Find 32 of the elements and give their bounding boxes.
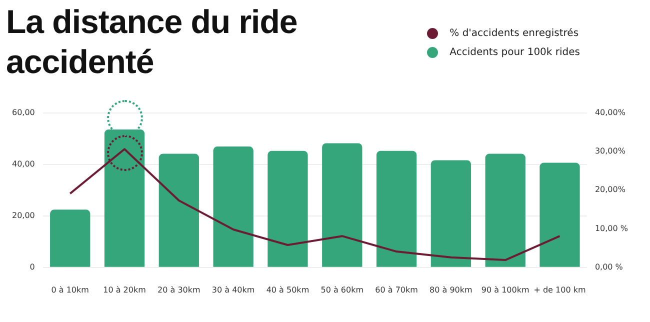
y2-tick-label: 20,00% xyxy=(594,185,626,194)
y-tick-label: 40,00 xyxy=(12,159,35,168)
x-tick-label: 0 à 10km xyxy=(51,285,90,294)
x-tick-label: 60 à 70km xyxy=(375,285,418,294)
bar xyxy=(268,150,308,267)
bar xyxy=(104,130,145,267)
y2-tick-label: 30,00% xyxy=(594,146,626,156)
x-tick-label: + de 100 km xyxy=(534,285,586,294)
y-tick-label: 0 xyxy=(30,262,35,272)
bar xyxy=(213,146,254,267)
x-tick-label: 90 à 100km xyxy=(481,285,530,294)
bar xyxy=(540,162,580,267)
chart-title: La distance du ride accidenté xyxy=(6,2,298,82)
y2-tick-label: 40,00% xyxy=(594,108,626,117)
y2-tick-label: 10,00 % xyxy=(594,224,628,233)
bar xyxy=(322,143,362,267)
y2-tick-label: 0,00 % xyxy=(594,262,624,272)
legend-label: Accidents pour 100k rides xyxy=(450,47,580,58)
bar xyxy=(430,160,472,267)
x-tick-label: 50 à 60km xyxy=(320,285,364,294)
legend-label: % d'accidents enregistrés xyxy=(450,28,579,39)
y-tick-label: 20,00 xyxy=(12,210,35,220)
bar xyxy=(485,154,526,267)
x-tick-label: 80 à 90km xyxy=(430,285,473,294)
x-tick-label: 30 à 40km xyxy=(212,285,255,294)
x-tick-label: 40 à 50km xyxy=(266,285,310,294)
x-tick-label: 10 à 20km xyxy=(103,285,146,294)
bar xyxy=(376,150,417,267)
bar xyxy=(50,210,90,267)
y-tick-label: 60,00 xyxy=(12,108,35,117)
bar xyxy=(158,154,199,267)
x-tick-label: 20 à 30km xyxy=(158,285,201,294)
